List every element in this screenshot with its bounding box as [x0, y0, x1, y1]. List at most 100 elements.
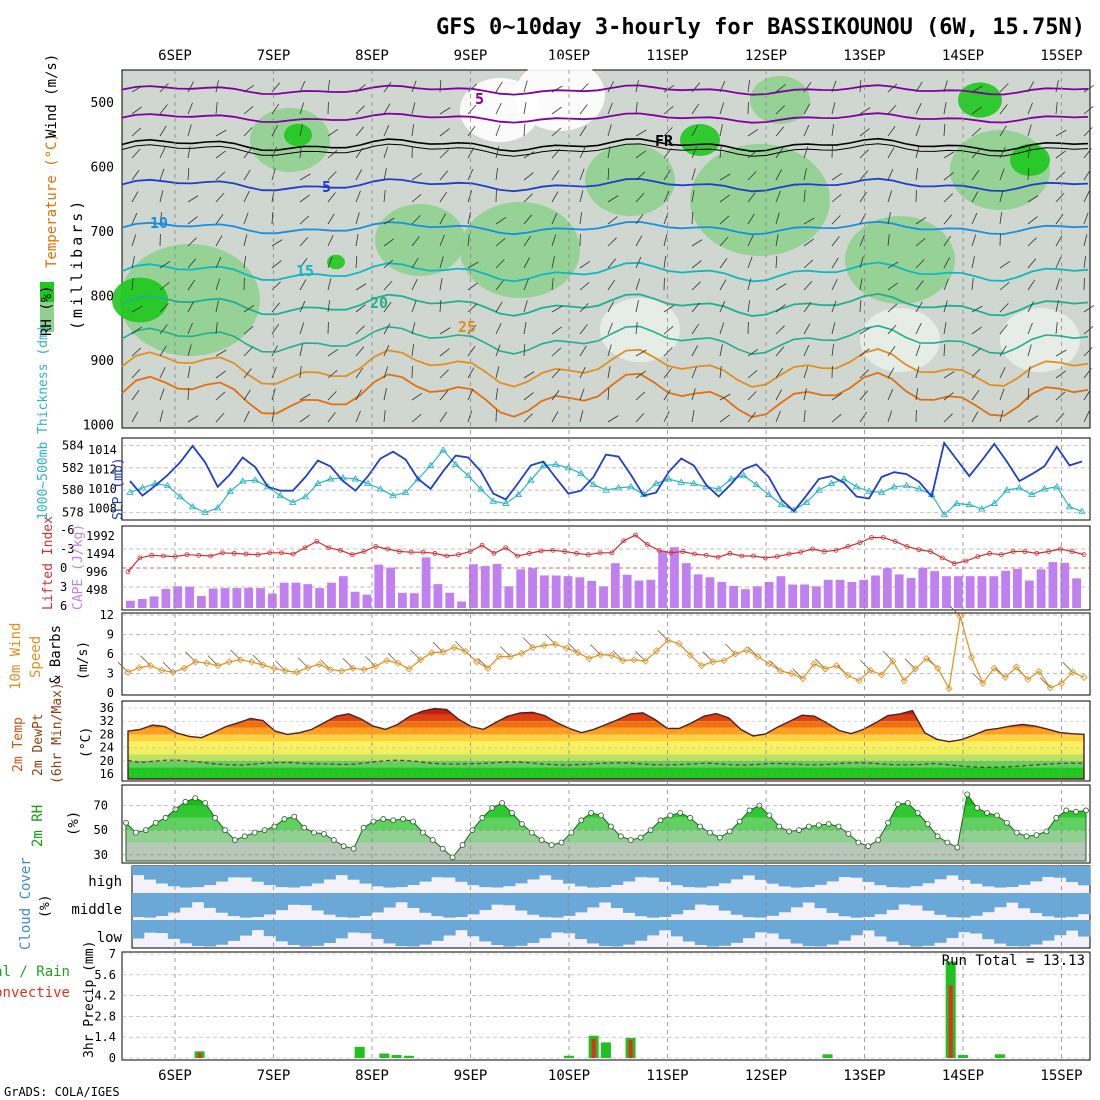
wind-barb [579, 212, 583, 225]
cloud-bar [946, 920, 959, 939]
lifted-index-point [939, 555, 945, 561]
wind-barb [803, 103, 811, 115]
date-label-bottom: 7SEP [257, 1068, 291, 1084]
wind-barb [831, 413, 842, 423]
thickness-point [351, 475, 360, 482]
cloud-bar [622, 866, 636, 882]
cloud-bar [347, 893, 360, 918]
wind-barb [803, 259, 814, 269]
cloud-bar [203, 893, 217, 908]
wind-barb [971, 85, 983, 93]
lifted-index-point [975, 554, 981, 559]
wind-barb [915, 259, 925, 269]
wind-barb [131, 212, 138, 225]
wind-barb [915, 280, 924, 291]
wind-speed-point [877, 671, 886, 679]
cloud-bar [443, 893, 456, 918]
wind-barb [467, 346, 476, 357]
cloud-bar [730, 920, 744, 943]
wind-barb [747, 192, 756, 203]
rh-point [934, 833, 941, 840]
cloud-bar [575, 866, 588, 887]
wind-barb [803, 366, 809, 379]
wind-barb [803, 146, 809, 159]
date-label-bottom: 15SEP [1040, 1068, 1082, 1084]
wind-barb [607, 258, 617, 269]
wind-barb [747, 149, 758, 159]
contour-label-t600: 5 [322, 178, 331, 196]
lifted-index-point [220, 550, 225, 556]
wind-barb [299, 366, 302, 379]
li-tick: 3 [60, 580, 67, 594]
wind-barb [943, 80, 948, 93]
wind-barb [579, 190, 584, 203]
wind-barb [187, 146, 191, 159]
rh-point [716, 834, 723, 841]
cape-bars [126, 547, 1081, 608]
cape-bar [185, 586, 194, 608]
rh-point [390, 817, 397, 824]
wind-barb [831, 172, 843, 181]
thickness-point [714, 485, 723, 492]
rh-point [330, 837, 337, 843]
wind-barb [887, 410, 893, 423]
cloud-bar [431, 920, 444, 941]
contour-t30 [121, 371, 1089, 418]
thickness-point [489, 497, 498, 504]
wind-barb [523, 172, 534, 181]
wind-speed-point [1024, 675, 1032, 683]
wind-barb [1055, 102, 1058, 115]
wind-speed-point [225, 658, 233, 666]
wind-barb [775, 234, 779, 247]
slp-tick: 1010 [88, 482, 117, 496]
cape-bar [741, 589, 750, 608]
wind-barb [1055, 235, 1063, 247]
precip-total-bar [379, 1053, 390, 1058]
cloud-bar [850, 920, 863, 936]
rh-blob [327, 254, 345, 270]
wind-barb [719, 215, 730, 225]
rh-point [439, 845, 446, 852]
wind-barb [999, 260, 1011, 269]
cloud-bar [730, 893, 744, 915]
cape-bar [811, 586, 821, 608]
lifted-index-point [255, 552, 261, 558]
wind-barb [243, 191, 250, 203]
wind-barb [551, 148, 561, 159]
pressure-tick: 800 [91, 290, 114, 305]
wind-barb [523, 193, 533, 203]
wind-barb [551, 234, 557, 247]
wind-barb [215, 214, 224, 225]
thickness-point [226, 487, 235, 494]
lifted-index-point [562, 549, 568, 554]
wind-speed-point [270, 664, 278, 672]
slp-series [126, 440, 1086, 518]
wind-speed-point [248, 658, 256, 666]
wind-barb [775, 147, 784, 159]
cape-bar [610, 563, 620, 608]
wind-barb [383, 82, 392, 93]
wind-barb [747, 348, 759, 357]
temp-band [128, 727, 1084, 735]
wind-barb [691, 212, 694, 225]
cape-bar [599, 586, 608, 608]
wind-barb [691, 388, 696, 401]
contour-t15 [121, 261, 1089, 283]
wind-speed-point [551, 640, 559, 648]
wind-barb [859, 390, 869, 401]
wind-speed-point [945, 684, 953, 693]
rh-point [509, 810, 515, 816]
cloud-bar [179, 866, 193, 888]
lifted-index-point [845, 544, 851, 549]
thickness-point [802, 498, 811, 505]
cape-bar [800, 584, 809, 608]
wind-barb [551, 85, 563, 93]
cloud-bar [658, 920, 672, 931]
cape-bar [256, 588, 265, 608]
wind-speed-point [810, 660, 818, 668]
thickness-point [364, 479, 372, 486]
cloud-bar [802, 893, 815, 903]
thickness-point [915, 485, 923, 492]
wind-barb [439, 128, 450, 137]
contour-purple-b [121, 112, 1089, 124]
